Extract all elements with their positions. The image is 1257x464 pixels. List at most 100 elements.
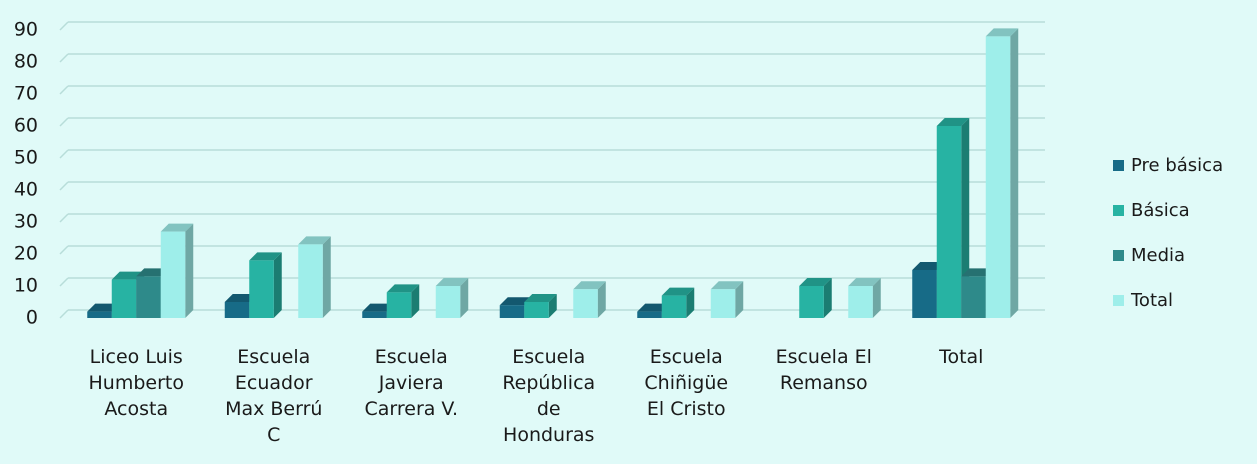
y-tick-label: 10 [14,275,38,297]
y-tick-label: 30 [14,211,38,233]
bar-side [597,281,606,318]
bar [136,276,161,318]
x-tick-label-line: Acosta [104,398,168,420]
bar-top [111,271,145,280]
bar-top [573,281,606,290]
x-tick-label-line: Humberto [89,372,184,394]
y-tick-label: 0 [26,307,38,329]
bar [87,311,112,318]
legend-swatch [1113,205,1124,216]
grid-line [59,53,69,63]
bar-top [362,303,395,312]
x-tick-label: Escuela Chiñigüe El Cristo [644,346,728,420]
y-tick-label: 90 [14,19,38,41]
x-tick-label: Escuela Javiera Carrera V. [364,346,458,420]
x-tick-label-line: Escuela [375,346,448,368]
y-tick-label: 20 [14,243,38,265]
bar [298,244,323,318]
bar-top [524,294,557,302]
grid-line [59,277,69,287]
bar-side [185,223,194,318]
legend-label: Básica [1131,200,1190,221]
bar-side [686,287,695,318]
bar [160,231,186,318]
bar [936,126,962,318]
bar [224,302,250,318]
grid-line [59,21,69,31]
bar-top [249,252,282,261]
x-tick-label: Escuela República de Honduras [502,346,595,446]
x-tick-label-line: Escuela [650,346,723,368]
grid-line [59,85,69,95]
bar-top [661,287,695,296]
bar [573,289,598,318]
bar-side [735,281,744,318]
bar-side [273,252,282,318]
bar-top [435,278,469,286]
y-tick-label: 40 [14,179,38,201]
bar [848,286,873,318]
legend-label: Media [1131,245,1185,266]
bar-top [87,303,120,312]
bar-side [460,278,469,318]
x-tick-label-line: Total [938,346,983,368]
x-tick-label-line: Ecuador [235,372,313,394]
bar [637,311,662,318]
x-tick-label-line: de [537,398,561,420]
x-tick-label: Escuela Ecuador Max Berrú C [225,346,322,446]
bar-top [961,268,994,277]
y-tick-label: 80 [14,51,38,73]
bar [985,36,1011,319]
bar-top [637,303,670,312]
legend-label: Total [1130,290,1173,311]
bar-top [912,262,945,270]
x-tick-label-line: C [267,424,280,446]
x-tick-label-line: Max Berrú [225,398,322,420]
bar [799,286,824,318]
bar-top [848,278,881,286]
x-tick-label-line: Honduras [503,424,594,446]
bar [524,302,549,318]
y-tick-label: 70 [14,83,38,105]
bar-top [160,223,194,232]
bar [661,295,687,318]
bar-top [136,268,169,277]
bar-side [872,278,881,318]
legend-swatch [1113,160,1124,171]
grid-line [59,309,69,319]
grid-line [59,213,69,223]
bar-top [985,28,1019,37]
bar [912,270,937,318]
grid-line [59,149,69,159]
bar-top [298,236,331,245]
legend-label: Pre básica [1131,155,1223,176]
y-tick-label: 60 [14,115,38,137]
grid-line [59,117,69,127]
legend-swatch [1113,295,1124,306]
bar-side [411,284,420,318]
bar-side [1010,28,1019,319]
x-tick-label-line: Escuela [237,346,310,368]
x-tick-label: Total [938,346,983,368]
x-tick-label: Escuela El Remanso [776,346,872,394]
bar-top [499,297,533,306]
x-tick-label-line: República [502,372,595,394]
x-tick-label-line: Carrera V. [364,398,458,420]
bar-top [799,278,832,286]
x-tick-label-line: Escuela [512,346,585,368]
grid-line [59,181,69,191]
legend-swatch [1113,250,1124,261]
bar [499,305,525,318]
bar [961,276,986,318]
x-tick-label-line: Escuela El [776,346,872,368]
x-tick-label-line: Liceo Luis [90,346,183,368]
bar-side [322,236,331,318]
bar [710,289,736,318]
bar-side [823,278,832,318]
bar [435,286,461,318]
bar-top [386,284,420,293]
bar-top [936,118,970,126]
bar-side [961,118,970,318]
